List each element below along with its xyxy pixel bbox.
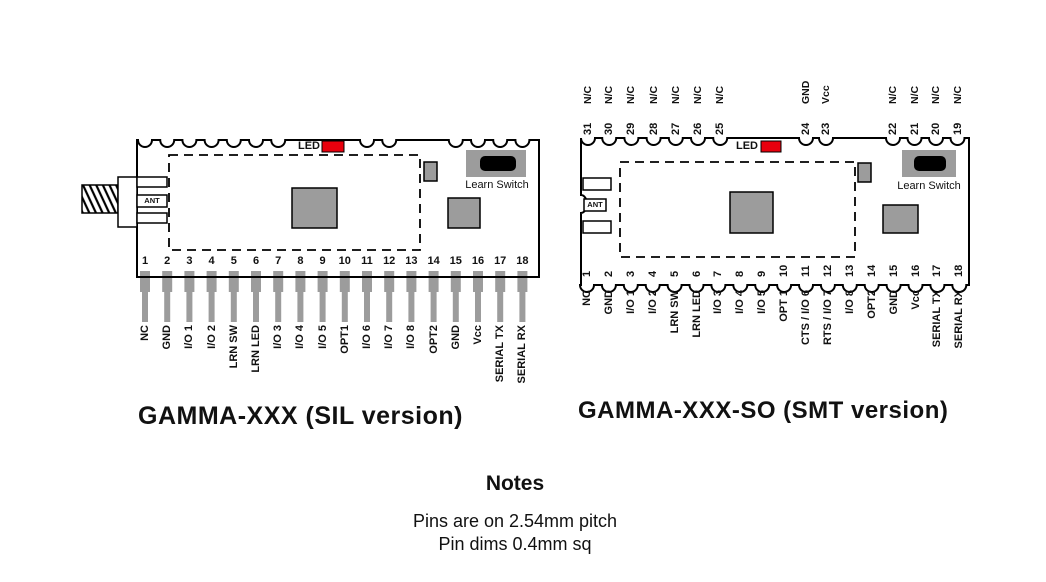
- pin-column: N/C 19: [934, 56, 982, 140]
- pin-number: 10: [338, 255, 351, 267]
- smt-ic-chip: [729, 191, 774, 234]
- sil-ic-chip: [291, 187, 338, 229]
- pin-column: 12 I/O 7: [354, 254, 424, 399]
- pin-label: Vcc: [820, 85, 832, 104]
- antenna-pad: [582, 177, 612, 191]
- pin-column: N/C 25: [696, 56, 744, 140]
- pin-number: 16: [471, 255, 485, 267]
- pin-number: 12: [383, 255, 396, 267]
- pin-column: 10 OPT1: [310, 254, 380, 399]
- pin-column: 18 SERIAL RX: [924, 258, 994, 368]
- sil-module-body: [81, 139, 540, 322]
- pin-column: 3 I/O 1: [154, 254, 224, 399]
- pin-column: 4 I/O 2: [177, 254, 247, 399]
- pin-column: Vcc 23: [802, 56, 850, 140]
- smt-caption: GAMMA-XXX-SO (SMT version): [578, 397, 949, 424]
- antenna-pad-ant: [136, 194, 168, 208]
- smt-ant-label: ANT: [587, 200, 603, 209]
- pin-number: 5: [230, 255, 237, 267]
- sil-small-component: [423, 161, 438, 182]
- antenna-pad: [136, 176, 168, 188]
- pin-number: 14: [427, 255, 440, 267]
- pin-column: 17 SERIAL TX: [465, 254, 535, 399]
- pin-column: 6 LRN LED: [221, 254, 291, 399]
- pin-number: 7: [275, 255, 282, 267]
- smt-learn-switch-actuator: [914, 156, 946, 171]
- smt-led-label: LED: [736, 140, 758, 152]
- sil-led-label: LED: [298, 140, 320, 152]
- pin-column: 7 I/O 3: [243, 254, 313, 399]
- sil-learn-switch-label: Learn Switch: [465, 179, 529, 191]
- sil-shield-outline: [168, 154, 421, 251]
- smt-learn-switch-label: Learn Switch: [897, 180, 961, 192]
- pin-label: N/C: [951, 85, 964, 104]
- sil-caption: GAMMA-XXX (SIL version): [138, 402, 463, 430]
- antenna-pad: [136, 212, 168, 224]
- pin-number: 13: [405, 255, 418, 267]
- pin-number: 25: [714, 122, 727, 135]
- pin-number: 3: [186, 255, 193, 267]
- pin-column: 2 GND: [132, 254, 202, 399]
- pin-column: 14 OPT2: [399, 254, 469, 399]
- pin-number: 4: [208, 255, 215, 267]
- notes-block: Notes Pins are on 2.54mm pitch Pin dims …: [340, 472, 690, 556]
- pin-column: 1 NC: [110, 254, 180, 399]
- smt-component: [882, 204, 919, 234]
- pin-number: 2: [164, 255, 171, 267]
- notes-heading: Notes: [485, 472, 545, 495]
- smt-led-indicator: [760, 140, 782, 153]
- smt-small-component: [857, 162, 872, 183]
- pin-column: 13 I/O 8: [376, 254, 446, 399]
- pin-label: SERIAL RX: [516, 325, 529, 384]
- pin-number: 15: [449, 255, 462, 267]
- pin-number: 23: [820, 122, 832, 135]
- pin-column: 9 I/O 5: [288, 254, 358, 399]
- sil-ant-label: ANT: [144, 196, 160, 205]
- pin-label: SERIAL RX: [953, 290, 966, 349]
- antenna-barrel: [81, 184, 119, 214]
- antenna-connector-body: [117, 176, 138, 228]
- antenna-pad-ant: [583, 198, 607, 212]
- pin-column: 11 I/O 6: [332, 254, 402, 399]
- notes-line-dims: Pin dims 0.4mm sq: [438, 534, 592, 554]
- sil-learn-switch-actuator: [480, 156, 516, 171]
- pin-number: 6: [252, 255, 260, 267]
- sil-component: [447, 197, 481, 229]
- sil-board-outline: [136, 139, 540, 278]
- pin-column: 15 GND: [421, 254, 491, 399]
- antenna-pad: [582, 220, 612, 234]
- sil-led-indicator: [321, 140, 345, 153]
- pin-column: 18 SERIAL RX: [487, 254, 557, 399]
- pin-column: 5 LRN SW: [199, 254, 269, 399]
- pin-label: N/C: [714, 85, 727, 104]
- pin-number: 17: [494, 255, 507, 267]
- pin-column: 16 Vcc: [443, 254, 513, 399]
- smt-module-body: [578, 137, 970, 293]
- pin-number: 9: [319, 255, 326, 267]
- pin-number: 11: [361, 255, 373, 267]
- pin-number: 18: [953, 264, 966, 277]
- pin-column: 8 I/O 4: [265, 254, 335, 399]
- pin-number: 18: [516, 255, 529, 267]
- pin-number: 1: [141, 255, 149, 267]
- pin-number: 8: [297, 255, 304, 267]
- notes-line-pitch: Pins are on 2.54mm pitch: [412, 511, 618, 531]
- pin-number: 19: [951, 122, 964, 135]
